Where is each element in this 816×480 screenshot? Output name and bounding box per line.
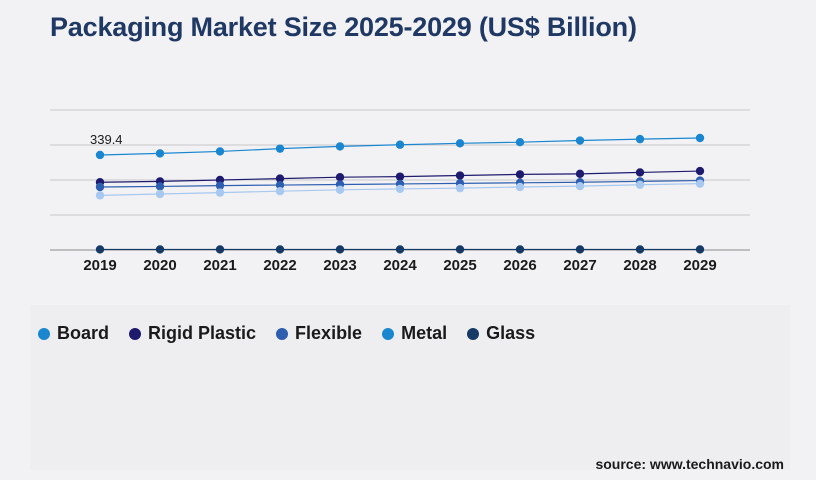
legend-marker-icon — [276, 327, 289, 340]
data-point — [275, 245, 285, 254]
data-point — [515, 138, 525, 147]
data-point — [635, 168, 645, 177]
data-point — [635, 245, 645, 254]
data-point — [335, 245, 345, 254]
line-chart: 2019 2020 2021 2022 2023 2024 2025 2026 2027 2028… — [50, 109, 750, 274]
legend-marker-icon — [467, 327, 480, 340]
data-point — [215, 181, 225, 190]
legend-item-rigid-plastic: Rigid Plastic — [129, 323, 256, 344]
data-point — [395, 184, 405, 194]
data-point — [95, 191, 105, 200]
data-point — [635, 180, 645, 189]
data-point — [215, 188, 225, 197]
data-point — [395, 140, 405, 149]
legend-item-flexible: Flexible — [276, 323, 362, 344]
data-point — [395, 172, 405, 181]
data-point — [455, 171, 465, 180]
data-point — [575, 169, 585, 179]
x-tick-label: 2021 — [203, 257, 236, 274]
data-point — [335, 185, 345, 194]
data-point — [215, 245, 225, 254]
x-tick-label: 2025 — [443, 257, 476, 274]
data-point — [695, 133, 705, 143]
x-tick-label: 2022 — [263, 257, 296, 274]
data-point — [335, 173, 345, 182]
legend-item-metal: Metal — [382, 323, 447, 344]
data-point — [275, 174, 285, 183]
data-point — [575, 181, 585, 191]
x-tick-label: 2023 — [323, 257, 356, 274]
legend-label: Glass — [486, 323, 536, 343]
legend-item-glass: Glass — [467, 323, 535, 344]
data-point — [455, 245, 465, 254]
data-point — [275, 187, 285, 196]
data-point — [515, 245, 525, 254]
x-tick-label: 2026 — [503, 257, 536, 274]
data-point — [455, 183, 465, 193]
legend-marker-icon — [382, 327, 395, 340]
data-label: 339.4 — [90, 132, 123, 147]
legend-label: Flexible — [295, 323, 363, 343]
data-point — [455, 139, 465, 148]
data-point — [695, 166, 705, 176]
data-point — [575, 136, 585, 145]
legend-label: Board — [57, 323, 110, 343]
data-point — [695, 179, 705, 188]
chart-title: Packaging Market Size 2025-2029 (US$ Bil… — [50, 12, 637, 42]
data-point — [275, 144, 285, 153]
data-point — [95, 150, 105, 160]
data-point — [635, 134, 645, 144]
x-tick-label: 2027 — [563, 257, 596, 274]
legend-item-board: Board — [38, 323, 109, 344]
source-note: source: www.technavio.com — [595, 456, 784, 472]
data-point — [155, 149, 165, 158]
data-point — [275, 180, 285, 190]
legend-label: Rigid Plastic — [148, 323, 257, 343]
data-point — [215, 147, 225, 156]
legend-marker-icon — [129, 327, 142, 340]
x-tick-label: 2028 — [623, 257, 656, 274]
data-point — [95, 182, 105, 192]
data-point — [335, 142, 345, 151]
data-point — [515, 170, 525, 179]
data-point — [155, 189, 165, 199]
data-point — [575, 245, 585, 254]
x-tick-label: 2019 — [83, 257, 116, 274]
data-point — [515, 182, 525, 192]
data-point — [395, 245, 405, 254]
x-tick-label: 2020 — [143, 257, 176, 274]
data-point — [155, 245, 165, 254]
data-point — [695, 245, 705, 254]
lower-panel — [30, 305, 790, 470]
data-point — [155, 182, 165, 191]
data-point — [95, 245, 105, 254]
x-tick-label: 2024 — [383, 257, 417, 274]
x-tick-label: 2029 — [683, 257, 716, 274]
legend-label: Metal — [401, 323, 448, 343]
legend-marker-icon — [38, 327, 50, 340]
chart-legend: Board Rigid Plastic Flexible Metal Glass — [38, 323, 535, 344]
